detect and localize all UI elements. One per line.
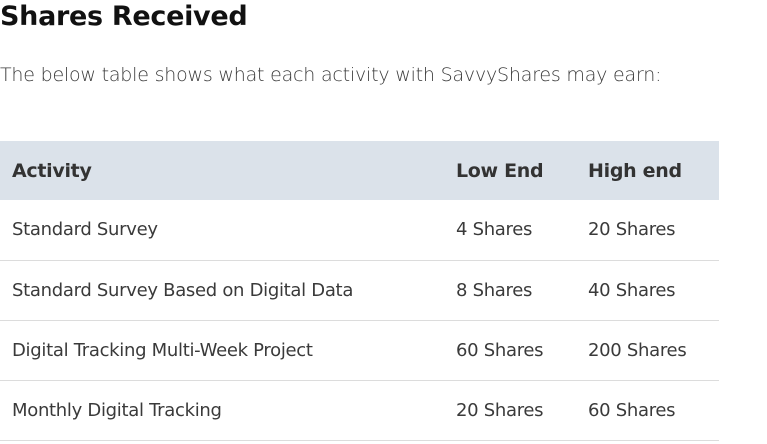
- activity-cell: Standard Survey: [12, 219, 158, 241]
- table-body: Standard Survey 4 Shares 20 Shares Stand…: [0, 200, 719, 440]
- low-end-cell: 20 Shares: [456, 399, 544, 421]
- high-end-cell: 20 Shares: [588, 219, 676, 241]
- high-end-cell: 40 Shares: [588, 279, 676, 301]
- column-header-low-end: Low End: [456, 159, 544, 182]
- page-title: Shares Received: [0, 1, 248, 32]
- high-end-cell: 60 Shares: [588, 399, 676, 421]
- low-end-cell: 60 Shares: [456, 339, 544, 361]
- table-header: Activity Low End High end: [0, 141, 719, 200]
- column-header-activity: Activity: [12, 159, 92, 182]
- table-row: Digital Tracking Multi-Week Project 60 S…: [0, 320, 719, 380]
- column-header-high-end: High end: [588, 159, 682, 182]
- low-end-cell: 8 Shares: [456, 279, 533, 301]
- table-row: Standard Survey 4 Shares 20 Shares: [0, 200, 719, 260]
- activity-cell: Monthly Digital Tracking: [12, 399, 222, 421]
- high-end-cell: 200 Shares: [588, 339, 687, 361]
- table-header-row: Activity Low End High end: [0, 141, 719, 200]
- shares-table: Activity Low End High end Standard Surve…: [0, 141, 719, 441]
- activity-cell: Standard Survey Based on Digital Data: [12, 279, 354, 301]
- low-end-cell: 4 Shares: [456, 219, 533, 241]
- activity-cell: Digital Tracking Multi-Week Project: [12, 339, 313, 361]
- intro-text: The below table shows what each activity…: [0, 64, 662, 86]
- table-row: Standard Survey Based on Digital Data 8 …: [0, 260, 719, 320]
- table-row: Monthly Digital Tracking 20 Shares 60 Sh…: [0, 380, 719, 440]
